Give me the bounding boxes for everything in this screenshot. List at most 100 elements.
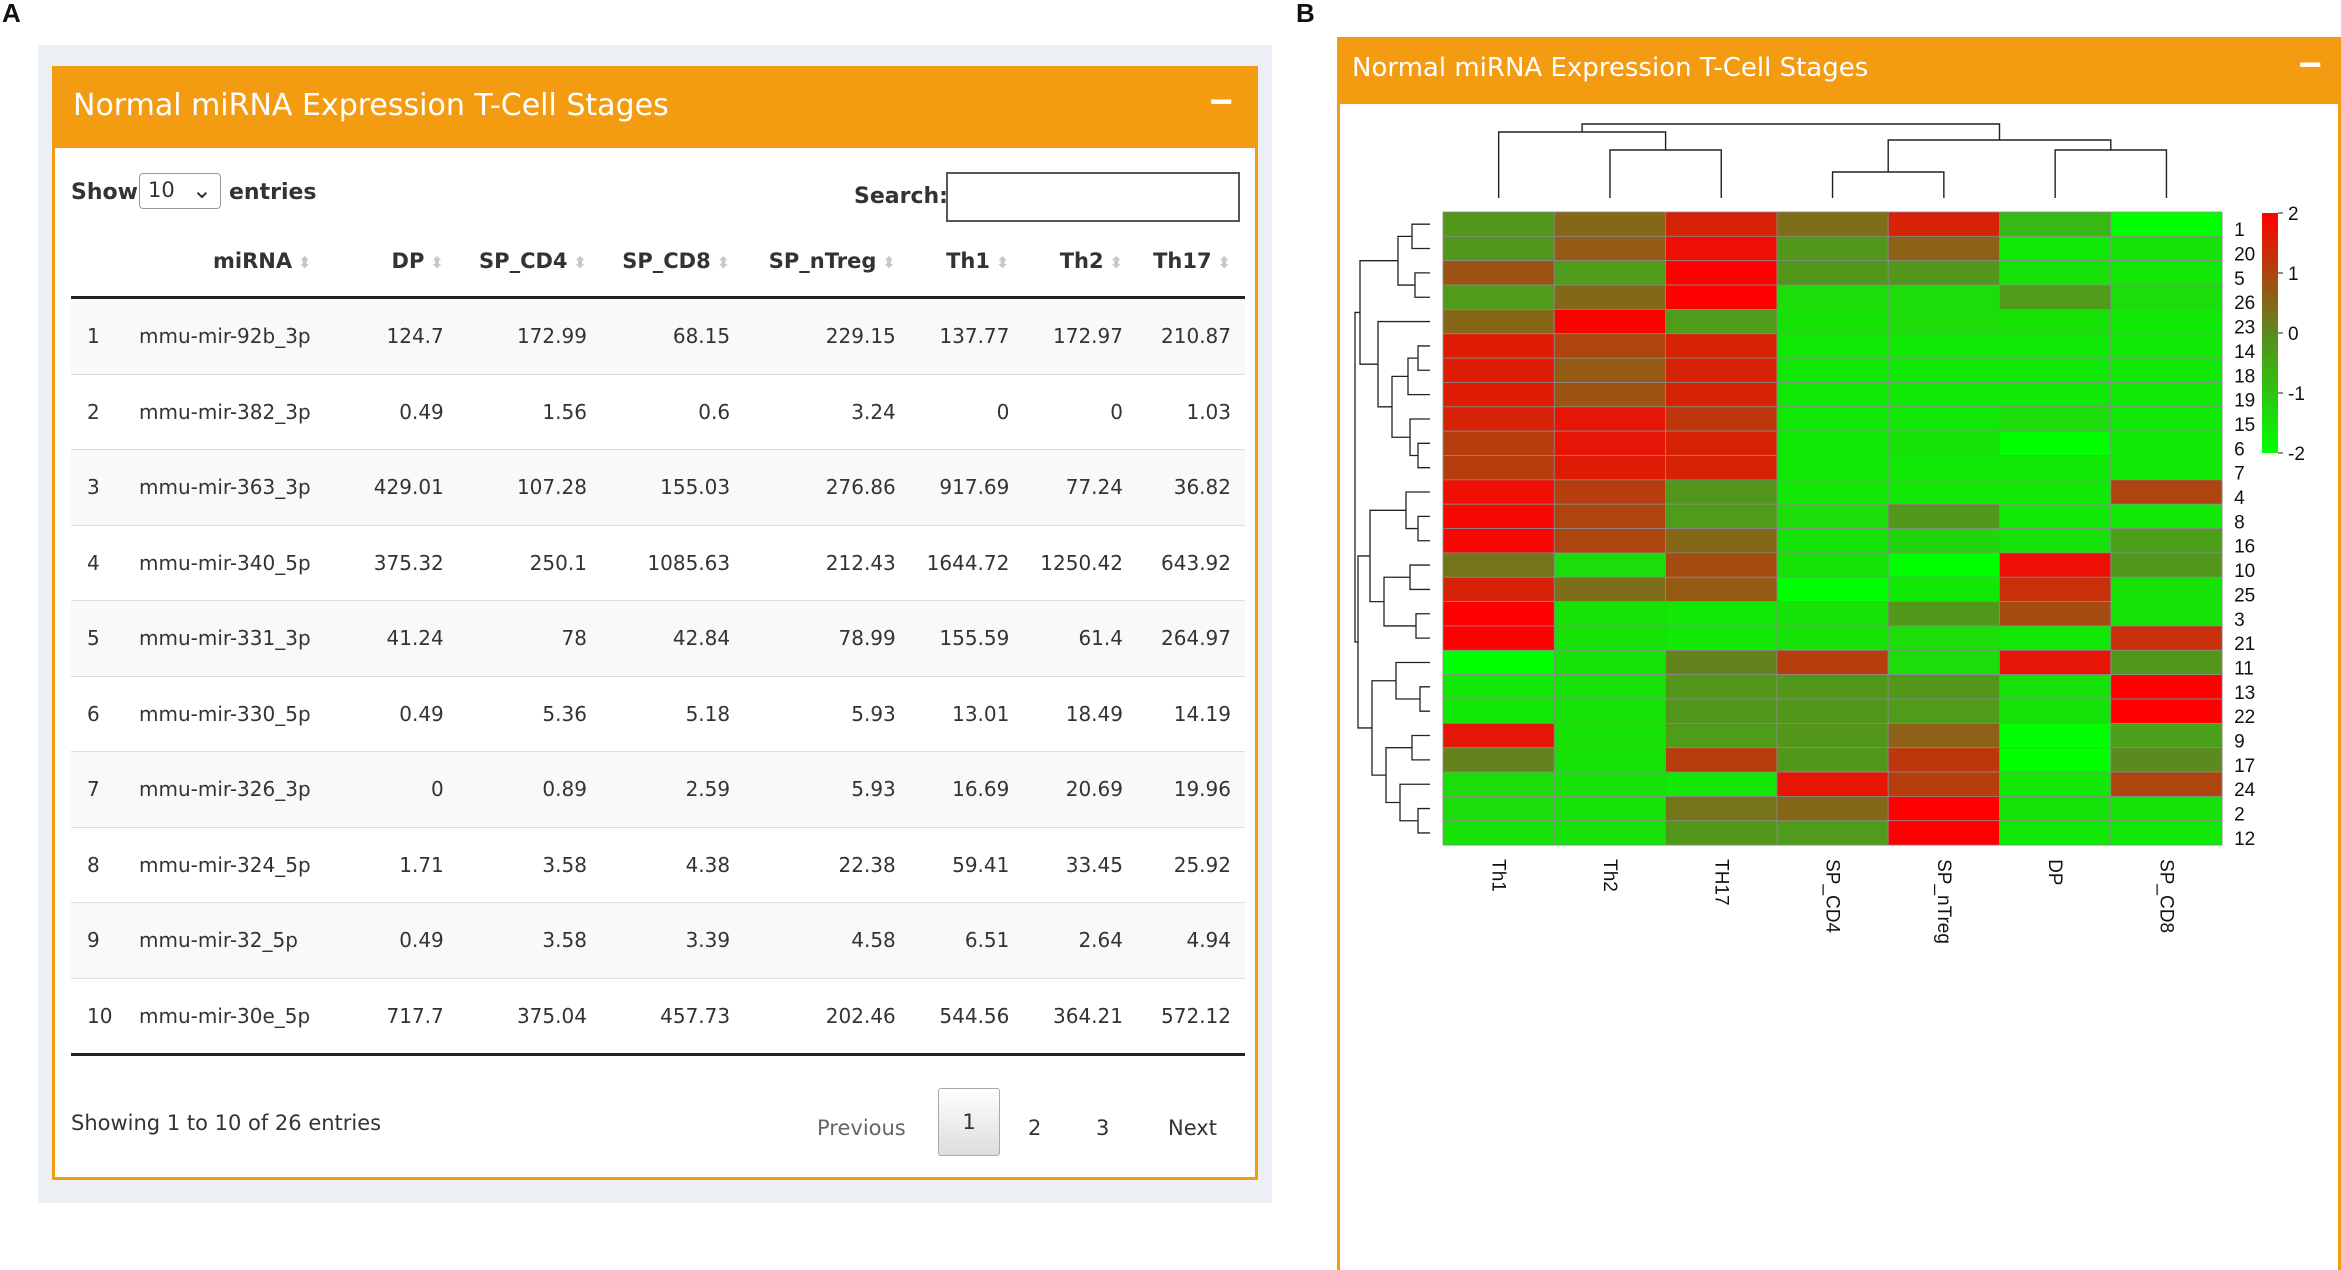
heatmap-cell bbox=[1887, 674, 2000, 700]
pagination-next[interactable]: Next bbox=[1168, 1116, 1217, 1140]
table-cell: mmu-mir-32_5p bbox=[133, 902, 360, 978]
table-cell: 2.59 bbox=[600, 751, 745, 827]
table-cell: mmu-mir-92b_3p bbox=[133, 297, 360, 374]
table-cell: 250.1 bbox=[457, 524, 601, 601]
heatmap-cell bbox=[1553, 430, 1667, 456]
table-row[interactable]: 6 mmu-mir-330_5p 0.49 5.36 5.18 5.93 13.01 18.4… bbox=[71, 675, 1245, 752]
table-cell: 1250.42 bbox=[1023, 524, 1137, 601]
sort-icon: ⬍ bbox=[882, 253, 896, 272]
row-dendrogram-branch bbox=[1419, 686, 1430, 712]
heatmap-cell bbox=[1553, 333, 1667, 359]
heatmap-cell bbox=[1887, 820, 2000, 846]
heatmap-cell bbox=[2110, 235, 2223, 262]
heatmap-cell bbox=[1776, 820, 1889, 846]
heatmap-cell bbox=[2110, 674, 2223, 700]
page-length-value: 10 bbox=[148, 178, 175, 202]
sort-icon: ⬍ bbox=[1217, 253, 1231, 272]
heatmap-cell bbox=[1776, 625, 1889, 651]
pagination-previous[interactable]: Previous bbox=[817, 1116, 906, 1140]
heatmap-cell bbox=[1776, 771, 1889, 797]
table-row[interactable]: 7 mmu-mir-326_3p 0 0.89 2.59 5.93 16.69 20.69 19… bbox=[71, 751, 1245, 827]
heatmap-cell bbox=[1665, 601, 1778, 627]
table-info: Showing 1 to 10 of 26 entries bbox=[71, 1111, 382, 1135]
row-label: 25 bbox=[2234, 585, 2255, 606]
heatmap-cell bbox=[1665, 528, 1778, 554]
color-legend-bar bbox=[2262, 213, 2278, 453]
column-header-sp-cd4[interactable]: SP_CD4 ⬍ bbox=[457, 226, 601, 299]
row-label: 19 bbox=[2234, 391, 2255, 412]
table-cell: 2 bbox=[71, 373, 133, 450]
row-dendrogram-branch bbox=[1354, 311, 1360, 643]
row-dendrogram-branch bbox=[1411, 223, 1430, 250]
heatmap-cell bbox=[2110, 649, 2223, 676]
column-dendrogram-branch bbox=[2054, 149, 2168, 198]
heatmap-cell bbox=[1776, 528, 1889, 554]
column-label: SP_nTreg bbox=[1933, 859, 1954, 944]
heatmap-cell bbox=[1553, 674, 1667, 700]
table-cell: 22.38 bbox=[744, 826, 910, 903]
column-header-th1[interactable]: Th1 ⬍ bbox=[909, 226, 1024, 299]
heatmap-cell bbox=[1442, 479, 1555, 505]
table-row[interactable]: 10 mmu-mir-30e_5p 717.7 375.04 457.73 202.46 5… bbox=[71, 977, 1245, 1056]
table-cell: 77.24 bbox=[1023, 449, 1137, 525]
pagination-page-1[interactable]: 1 bbox=[938, 1088, 1000, 1156]
column-header-th2[interactable]: Th2 ⬍ bbox=[1023, 226, 1137, 299]
collapse-button[interactable]: − bbox=[1209, 80, 1233, 124]
table-row[interactable]: 5 mmu-mir-331_3p 41.24 78 42.84 78.99 155.59 61… bbox=[71, 600, 1245, 676]
row-dendrogram-branch bbox=[1411, 734, 1430, 761]
table-row[interactable]: 8 mmu-mir-324_5p 1.71 3.58 4.38 22.38 59.41 33.… bbox=[71, 826, 1245, 903]
heatmap-cell bbox=[1553, 625, 1667, 651]
sort-icon: ⬍ bbox=[1109, 253, 1123, 272]
row-dendrogram-branch bbox=[1383, 576, 1416, 627]
row-dendrogram-branch bbox=[1409, 564, 1430, 591]
row-label: 8 bbox=[2234, 512, 2245, 533]
table-row[interactable]: 4 mmu-mir-340_5p 375.32 250.1 1085.63 212.43 1… bbox=[71, 524, 1245, 601]
heatmap-cell bbox=[2110, 625, 2223, 651]
heatmap-cell bbox=[1665, 406, 1778, 432]
column-header-sp-ntreg[interactable]: SP_nTreg ⬍ bbox=[744, 226, 910, 299]
table-cell: 375.32 bbox=[359, 524, 458, 601]
table-row[interactable]: 3 mmu-mir-363_3p 429.01 107.28 155.03 276.86 9… bbox=[71, 449, 1245, 525]
table-row[interactable]: 2 mmu-mir-382_3p 0.49 1.56 0.6 3.24 0 0 1.03 bbox=[71, 373, 1245, 450]
column-header-sp-cd8[interactable]: SP_CD8 ⬍ bbox=[600, 226, 745, 299]
table-cell: 1 bbox=[71, 297, 133, 374]
column-header-th17[interactable]: Th17 ⬍ bbox=[1136, 226, 1245, 299]
color-legend-label: -2 bbox=[2288, 444, 2305, 465]
row-label: 18 bbox=[2234, 366, 2255, 387]
heatmap-cell bbox=[2110, 357, 2223, 383]
heatmap-cell bbox=[1553, 552, 1667, 578]
heatmap-cell bbox=[2110, 820, 2223, 846]
column-header-dp[interactable]: DP ⬍ bbox=[359, 226, 458, 299]
heatmap-cell bbox=[2110, 503, 2223, 529]
column-header-mirna[interactable]: miRNA ⬍ bbox=[133, 226, 360, 299]
table-cell: 1.03 bbox=[1136, 373, 1245, 450]
table-cell: 2.64 bbox=[1023, 902, 1137, 978]
heatmap-cell bbox=[1665, 796, 1778, 822]
heatmap-cell bbox=[2110, 333, 2223, 359]
column-label: TH17 bbox=[1710, 859, 1731, 905]
table-cell: 202.46 bbox=[744, 977, 910, 1056]
heatmap-cell bbox=[1887, 211, 2000, 237]
table-cell: 13.01 bbox=[909, 675, 1024, 752]
pagination-page-2[interactable]: 2 bbox=[1028, 1116, 1042, 1140]
search-input[interactable] bbox=[946, 172, 1240, 222]
table-row[interactable]: 9 mmu-mir-32_5p 0.49 3.58 3.39 4.58 6.51 2.64 4.… bbox=[71, 902, 1245, 978]
page-length-select[interactable]: 10 ⌄ bbox=[139, 173, 221, 209]
heatmap-cell bbox=[2110, 479, 2223, 505]
heatmap-cell bbox=[1553, 747, 1667, 773]
table-cell: 4.94 bbox=[1136, 902, 1245, 978]
table-cell: 25.92 bbox=[1136, 826, 1245, 903]
heatmap-collapse-button[interactable]: − bbox=[2298, 43, 2322, 87]
heatmap-cell bbox=[1442, 576, 1555, 603]
heatmap-cell bbox=[1665, 576, 1778, 603]
heatmap-cell bbox=[2110, 284, 2223, 310]
table-cell: 107.28 bbox=[457, 449, 601, 525]
heatmap-cell bbox=[1665, 235, 1778, 262]
heatmap-cell bbox=[2110, 406, 2223, 432]
heatmap-cell bbox=[1442, 406, 1555, 432]
table-row[interactable]: 1 mmu-mir-92b_3p 124.7 172.99 68.15 229.15 137… bbox=[71, 297, 1245, 374]
panel-label-a: A bbox=[2, 0, 21, 28]
pagination-page-3[interactable]: 3 bbox=[1096, 1116, 1110, 1140]
table-cell: 137.77 bbox=[909, 297, 1024, 374]
heatmap-cell bbox=[2110, 722, 2223, 749]
